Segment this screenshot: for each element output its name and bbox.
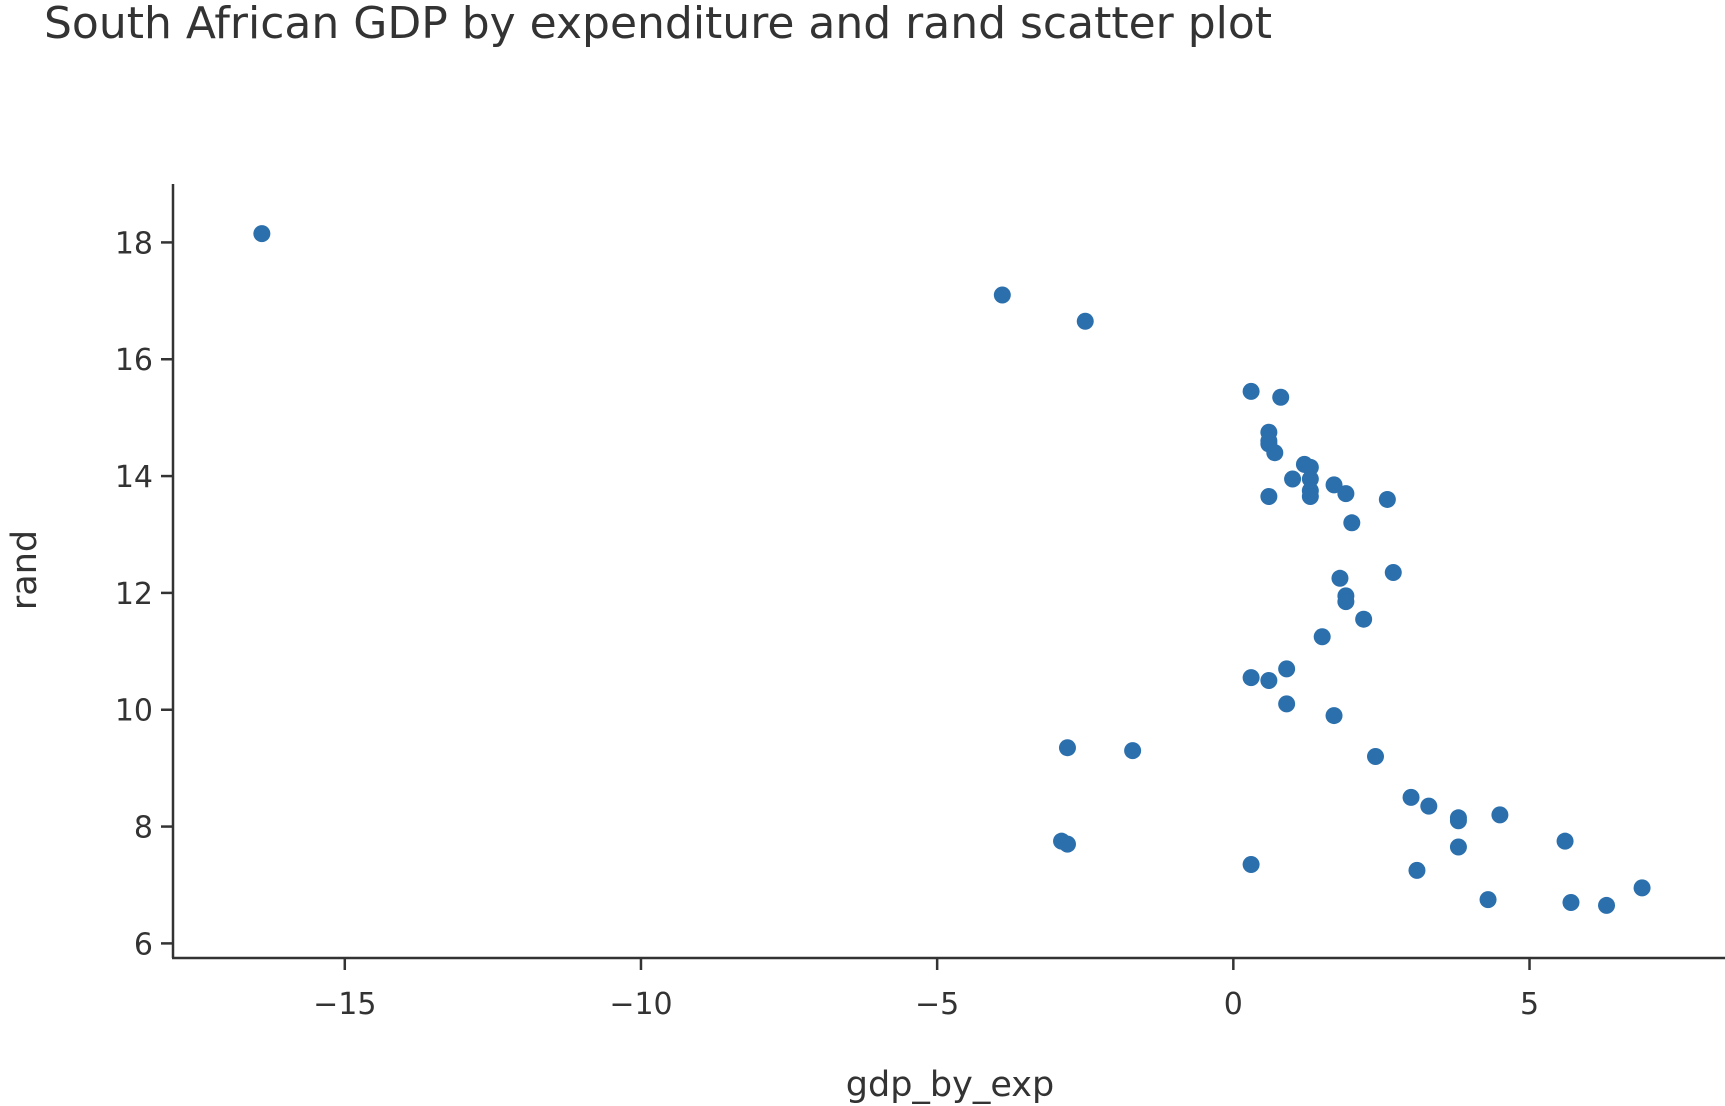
y-tick-label: 18 (115, 226, 153, 261)
scatter-point (1449, 812, 1467, 830)
scatter-point (1278, 695, 1296, 713)
scatter-point (1355, 610, 1373, 628)
x-tick-label: −10 (609, 987, 672, 1022)
scatter-point (1325, 476, 1343, 494)
y-tick-label: 10 (115, 694, 153, 729)
scatter-point (1058, 835, 1076, 853)
scatter-point (1491, 806, 1509, 824)
scatter-point (1284, 470, 1302, 488)
scatter-point (1260, 672, 1278, 690)
scatter-point (1337, 485, 1355, 503)
scatter-point (1242, 669, 1260, 687)
scatter-point (1124, 742, 1142, 760)
y-tick-label: 6 (134, 927, 153, 962)
y-axis: 6 8 10 12 14 16 18 (115, 184, 175, 962)
y-axis-title: rand (5, 530, 45, 610)
scatter-point (993, 286, 1011, 304)
x-tick-label: 5 (1520, 987, 1539, 1022)
scatter-point (1402, 788, 1420, 806)
x-tick-label: −5 (915, 987, 959, 1022)
scatter-point (1562, 894, 1580, 912)
scatter-point (1556, 832, 1574, 850)
y-tick-label: 16 (115, 343, 153, 378)
scatter-point (1260, 488, 1278, 506)
scatter-point (1272, 388, 1290, 406)
scatter-point (1313, 628, 1331, 646)
scatter-point (1076, 312, 1094, 330)
scatter-point (1301, 470, 1319, 488)
scatter-point (1266, 444, 1284, 462)
scatter-point (1301, 488, 1319, 506)
scatter-point (1598, 896, 1616, 914)
data-points (253, 225, 1651, 914)
scatter-point (1343, 514, 1361, 532)
scatter-point (1301, 458, 1319, 476)
x-axis: −15 −10 −5 0 5 (172, 956, 1725, 1022)
x-tick-label: −15 (313, 987, 376, 1022)
scatter-point (1408, 861, 1426, 879)
x-axis-title: gdp_by_exp (846, 1065, 1054, 1105)
scatter-point (1384, 563, 1402, 581)
scatter-point (1337, 593, 1355, 611)
scatter-point (1449, 838, 1467, 856)
scatter-point (1479, 891, 1497, 909)
y-tick-label: 8 (134, 811, 153, 846)
scatter-point (1325, 707, 1343, 725)
scatter-point (1378, 490, 1396, 508)
scatter-point (1331, 569, 1349, 587)
scatter-point (1242, 856, 1260, 874)
scatter-point (1367, 747, 1385, 765)
y-tick-label: 14 (115, 460, 153, 495)
scatter-point (1278, 660, 1296, 678)
scatter-point (1633, 879, 1651, 897)
scatter-point (1058, 739, 1076, 757)
chart-title: South African GDP by expenditure and ran… (44, 0, 1273, 49)
scatter-point (1242, 382, 1260, 400)
scatter-point (1420, 797, 1438, 815)
scatter-point (253, 225, 271, 243)
x-tick-label: 0 (1224, 987, 1243, 1022)
y-tick-label: 12 (115, 577, 153, 612)
